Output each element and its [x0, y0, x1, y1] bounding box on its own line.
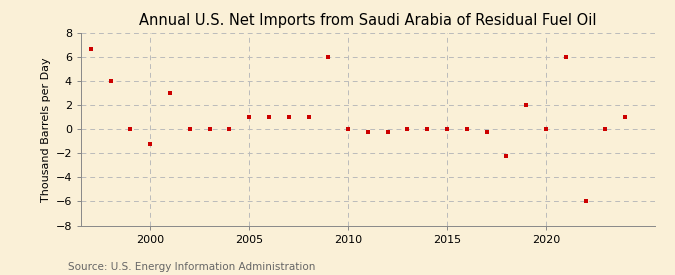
Point [86, 46, 97, 51]
Point [600, 127, 611, 131]
Point [343, 127, 354, 131]
Point [125, 127, 136, 131]
Point [323, 55, 333, 59]
Point [441, 127, 452, 131]
Point [481, 130, 492, 134]
Point [105, 79, 116, 83]
Point [362, 130, 373, 134]
Title: Annual U.S. Net Imports from Saudi Arabia of Residual Fuel Oil: Annual U.S. Net Imports from Saudi Arabi… [139, 13, 597, 28]
Point [560, 55, 571, 59]
Point [422, 127, 433, 131]
Point [620, 115, 630, 119]
Point [244, 115, 254, 119]
Y-axis label: Thousand Barrels per Day: Thousand Barrels per Day [41, 57, 51, 202]
Point [541, 127, 551, 131]
Point [501, 153, 512, 158]
Point [520, 103, 531, 107]
Point [462, 127, 472, 131]
Point [165, 91, 176, 95]
Point [263, 115, 274, 119]
Point [580, 199, 591, 204]
Point [382, 130, 393, 134]
Point [184, 127, 195, 131]
Point [284, 115, 294, 119]
Point [224, 127, 235, 131]
Point [145, 141, 156, 146]
Point [402, 127, 413, 131]
Text: Source: U.S. Energy Information Administration: Source: U.S. Energy Information Administ… [68, 262, 315, 272]
Point [205, 127, 215, 131]
Point [303, 115, 314, 119]
